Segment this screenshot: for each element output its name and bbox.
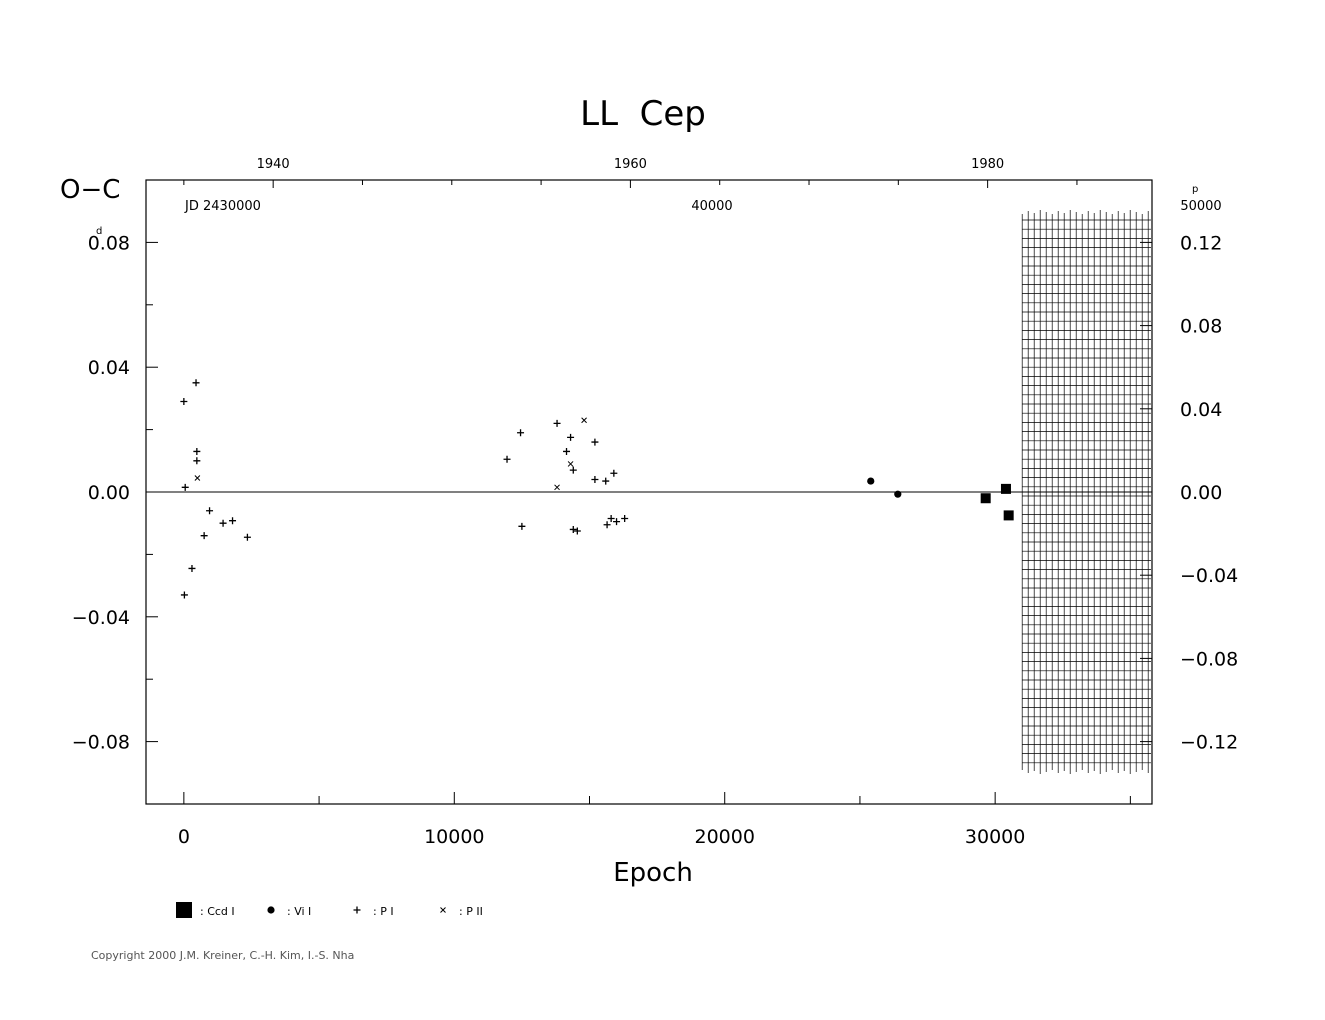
visual-point	[267, 906, 275, 914]
photographic-point	[603, 521, 611, 529]
right-tick-label: 0.12	[1180, 232, 1222, 254]
right-tick-label: 0.00	[1180, 482, 1222, 504]
photographic-ii-point	[440, 907, 446, 913]
legend-label: : Ccd I	[200, 905, 235, 918]
x-axis-title: Epoch	[613, 858, 693, 888]
photographic-ii-point	[567, 461, 574, 467]
photographic-point	[193, 457, 201, 465]
photographic-point	[229, 517, 237, 525]
jd-label: JD 2430000	[184, 199, 261, 214]
ccd-point	[980, 493, 991, 504]
bottom-tick-label: 20000	[694, 826, 754, 848]
photographic-point	[193, 447, 201, 455]
photographic-point	[517, 429, 525, 437]
photographic-point	[180, 398, 188, 406]
legend-label: : Vi I	[287, 905, 311, 918]
photographic-point	[553, 419, 561, 427]
photographic-point	[591, 476, 599, 484]
photographic-point	[200, 532, 208, 540]
photographic-point	[219, 519, 227, 527]
photographic-point	[569, 525, 577, 533]
bottom-tick-label: 30000	[965, 826, 1025, 848]
top-jd-labels: JD 2430000 40000 50000	[184, 199, 1222, 214]
y-unit-superscript: d	[96, 226, 102, 237]
legend-label: : P I	[373, 905, 394, 918]
jd-label: 50000	[1180, 199, 1221, 214]
top-year-axis: 1940196019802000	[183, 157, 1078, 188]
top-tick-label: 1980	[971, 157, 1004, 172]
top-tick-label: 1960	[614, 157, 647, 172]
right-unit-superscript: p	[1192, 184, 1198, 195]
ccd-point	[176, 902, 192, 918]
left-y-axis: 0.08 0.04 0.00 −0.04 −0.08	[72, 179, 158, 805]
ccd-point	[1000, 483, 1011, 494]
photographic-point	[243, 533, 251, 541]
jd-label: 40000	[691, 199, 732, 214]
right-tick-label: −0.04	[1180, 565, 1238, 587]
right-tick-label: −0.08	[1180, 648, 1238, 670]
left-tick-label: −0.08	[72, 732, 130, 754]
visual-point	[894, 490, 902, 498]
photographic-point	[613, 518, 621, 526]
photographic-point	[567, 433, 575, 441]
copyright-notice: Copyright 2000 J.M. Kreiner, C.-H. Kim, …	[91, 949, 355, 962]
legend: : Ccd I : Vi I : P I : P II	[176, 902, 483, 918]
top-tick-label: 1940	[257, 157, 290, 172]
photographic-point	[181, 483, 189, 491]
ccd-point	[1003, 510, 1014, 521]
right-tick-label: 0.08	[1180, 316, 1222, 338]
photographic-point	[569, 466, 577, 474]
photographic-point	[563, 447, 571, 455]
photographic-point	[602, 477, 610, 485]
photographic-point	[621, 515, 629, 523]
photographic-point	[192, 379, 200, 387]
visual-point	[867, 477, 875, 485]
left-tick-label: 0.08	[88, 232, 130, 254]
photographic-point	[180, 591, 188, 599]
photographic-point	[188, 564, 196, 572]
legend-label: : P II	[459, 905, 483, 918]
photographic-point	[607, 515, 615, 523]
photographic-ii-point	[581, 417, 587, 424]
photographic-ii-point	[554, 484, 560, 491]
chart-title: LL Cep	[580, 94, 706, 134]
photographic-ii-point	[194, 475, 201, 481]
y-axis-title: O−C	[60, 175, 120, 205]
left-tick-label: 0.00	[88, 482, 130, 504]
bottom-tick-label: 0	[178, 826, 190, 848]
photographic-point	[573, 527, 581, 535]
photographic-point	[591, 438, 599, 446]
right-tick-label: 0.04	[1180, 399, 1222, 421]
data-points	[180, 379, 1014, 599]
photographic-point	[518, 522, 526, 530]
bottom-tick-label: 10000	[424, 826, 484, 848]
right-y-axis: 0.12 0.08 0.04 0.00 −0.04 −0.08 −0.12	[1140, 232, 1238, 754]
photographic-point	[353, 906, 361, 914]
photographic-point	[610, 469, 618, 477]
photographic-point	[206, 507, 214, 515]
left-tick-label: −0.04	[72, 607, 130, 629]
left-tick-label: 0.04	[88, 357, 130, 379]
right-tick-label: −0.12	[1180, 732, 1238, 754]
bottom-x-axis: 0 10000 20000 30000	[178, 792, 1131, 848]
photographic-point	[503, 455, 511, 463]
